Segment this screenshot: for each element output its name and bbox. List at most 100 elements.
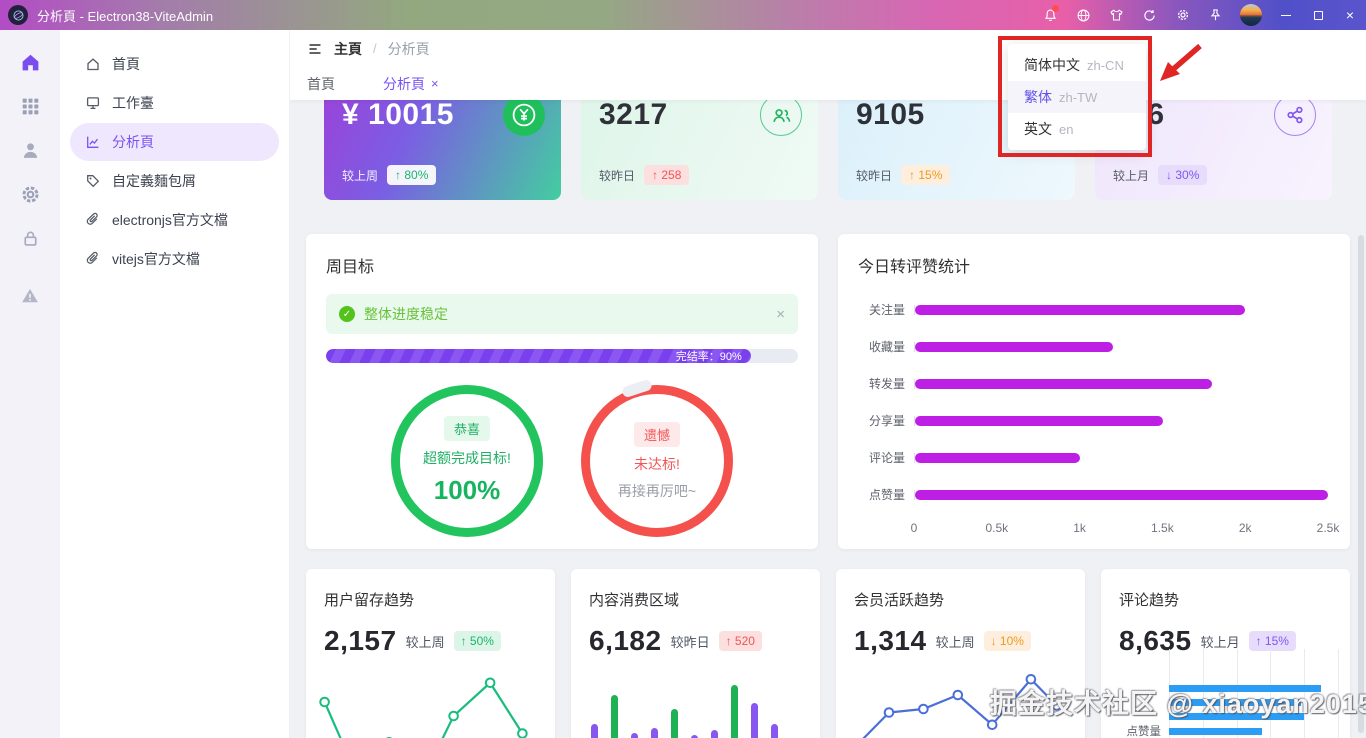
members-line-chart (846, 667, 1075, 738)
rail-settings-gear-icon[interactable] (0, 172, 60, 216)
minimize-button[interactable] (1270, 0, 1302, 30)
breadcrumb-current: 分析頁 (387, 40, 430, 57)
titlebar: 分析頁 - Electron38-ViteAdmin (0, 0, 1366, 30)
annotation-red-arrow (1160, 43, 1202, 81)
stat-value: ¥ 10015 (342, 100, 454, 131)
monitor-icon (86, 97, 100, 110)
ring-badge: 恭喜 (443, 416, 490, 441)
settings-gear-icon[interactable] (1166, 0, 1199, 30)
trend-badge: ↓ 10% (983, 631, 1031, 651)
comments-trend-card: 评论趋势 8,635 较上月 ↑ 15% 点赞量 (1101, 569, 1350, 738)
collapse-menu-icon[interactable] (307, 41, 323, 57)
trend-value: 8,635 (1119, 625, 1192, 656)
trend-badge: ↑ 15% (1248, 631, 1296, 651)
stat-value: 9105 (856, 100, 925, 131)
sidebar-item-analysis[interactable]: 分析頁 (70, 123, 279, 161)
pin-icon[interactable] (1199, 0, 1232, 30)
goal-ring-success: 恭喜 超额完成目标! 100% (391, 385, 543, 537)
home-outline-icon (87, 58, 99, 71)
annotation-red-box (998, 36, 1152, 157)
lang-option-zh-cn[interactable]: 简体中文 zh-CN (1024, 57, 1124, 73)
breadcrumb: 主頁 / 分析頁 (290, 30, 1366, 67)
engagement-bar-chart: 关注量 收藏量 转发量 分享量 评论量 点赞量 0 0.5k 1k 1.5k 2k 2.5k (838, 277, 1350, 537)
refresh-icon[interactable] (1133, 0, 1166, 30)
retention-line-chart (316, 667, 545, 738)
compare-label: 较上周 (935, 634, 975, 650)
sidebar-item-electronjs-docs[interactable]: electronjs官方文檔 (70, 201, 279, 239)
completion-progressbar: 完结率：90% (326, 349, 798, 363)
tag-icon (87, 175, 100, 188)
compare-label: 较上周 (342, 168, 379, 183)
yuan-coin-icon (503, 100, 545, 136)
progress-alert: ✓ 整体进度稳定 × (326, 294, 798, 334)
sidebar-item-home[interactable]: 首頁 (70, 45, 279, 83)
main-area: 主頁 / 分析頁 首頁 分析頁 × ¥ 10015 (290, 30, 1366, 738)
trend-value: 1,314 (854, 625, 927, 656)
bar-row: 转发量 (858, 365, 1328, 402)
vertical-scrollbar[interactable] (1358, 235, 1364, 733)
card-title: 今日转评赞统计 (858, 259, 971, 276)
rail-apps-grid-icon[interactable] (0, 84, 60, 128)
consumption-trend-card: 内容消费区域 6,182 较昨日 ↑ 520 (571, 569, 820, 738)
trend-value: 6,182 (589, 625, 662, 656)
card-title: 用户留存趋势 (324, 592, 415, 609)
card-title: 内容消费区域 (589, 592, 680, 609)
trend-chart-icon (87, 136, 99, 148)
rail-home-icon[interactable] (0, 40, 60, 84)
notification-bell-icon[interactable] (1034, 0, 1067, 30)
card-title: 会员活跃趋势 (854, 592, 945, 609)
tab-bar: 首頁 分析頁 × (290, 67, 1366, 100)
tab-close-icon[interactable]: × (431, 76, 439, 91)
users-icon (760, 100, 802, 136)
ring-gap (621, 378, 653, 399)
sidebar-menu: 首頁 工作臺 分析頁 自定義麵包屑 electronjs官方文檔 vitejs官… (60, 30, 290, 738)
theme-shirt-icon[interactable] (1100, 0, 1133, 30)
tab-home[interactable]: 首頁 (307, 75, 335, 92)
retention-trend-card: 用户留存趋势 2,157 较上周 ↑ 50% (306, 569, 555, 738)
window-title: 分析頁 - Electron38-ViteAdmin (37, 8, 214, 24)
notification-dot (1052, 5, 1059, 12)
lang-option-en[interactable]: 英文 en (1024, 121, 1074, 137)
content-scroll-area: ¥ 10015 较上周 ↑ 80% 3217 较昨日 (290, 100, 1366, 738)
check-circle-icon: ✓ (339, 306, 355, 322)
rail-warning-icon[interactable] (0, 274, 60, 318)
stat-card-revenue: ¥ 10015 较上周 ↑ 80% (324, 100, 561, 200)
bar-row: 点赞量 (858, 476, 1328, 513)
bar-row: 评论量 (858, 439, 1328, 476)
language-dropdown-menu: 简体中文 zh-CN 繁体 zh-TW 英文 en (1008, 44, 1146, 150)
compare-label: 较上月 (1113, 168, 1150, 183)
ring-badge: 遗憾 (633, 421, 680, 447)
compare-label: 较昨日 (599, 168, 636, 183)
stat-card-visitors: 3217 较昨日 ↑ 258 (581, 100, 818, 200)
sidebar-item-workbench[interactable]: 工作臺 (70, 84, 279, 122)
sidebar-item-breadcrumb[interactable]: 自定義麵包屑 (70, 162, 279, 200)
week-goal-card: 周目标 ✓ 整体进度稳定 × 完结率：90% 恭喜 超额 (306, 234, 818, 549)
alert-close-icon[interactable]: × (776, 305, 785, 323)
rail-user-icon[interactable] (0, 128, 60, 172)
sidebar-item-vitejs-docs[interactable]: vitejs官方文檔 (70, 240, 279, 278)
trend-badge: ↑ 50% (453, 631, 501, 651)
breadcrumb-root[interactable]: 主頁 (334, 40, 362, 57)
breadcrumb-separator: / (373, 41, 377, 56)
paperclip-icon (86, 251, 98, 264)
lang-option-zh-tw[interactable]: 繁体 zh-TW (1008, 81, 1146, 113)
user-avatar[interactable] (1240, 4, 1262, 26)
trend-badge: ↑ 258 (644, 165, 690, 185)
members-trend-card: 会员活跃趋势 1,314 较上周 ↓ 10% (836, 569, 1085, 738)
stat-cards-row: ¥ 10015 较上周 ↑ 80% 3217 较昨日 (324, 100, 1332, 200)
compare-label: 较上周 (405, 634, 445, 650)
consumption-bar-chart (591, 674, 791, 738)
trend-badge: ↑ 520 (718, 631, 762, 651)
progress-label: 完结率：90% (675, 351, 742, 363)
close-button[interactable]: × (1345, 7, 1355, 23)
rail-lock-icon[interactable] (0, 216, 60, 260)
tab-analysis[interactable]: 分析頁 × (383, 75, 439, 92)
engagement-chart-card: 今日转评赞统计 关注量 收藏量 转发量 分享量 评论量 点赞量 0 0.5k 1k 1.5k 2k… (838, 234, 1350, 549)
bar-row: 分享量 (858, 402, 1328, 439)
progress-fill: 完结率：90% (326, 349, 751, 363)
language-globe-icon[interactable] (1067, 0, 1100, 30)
watermark-text: 掘金技术社区 @ xiaoyan2015 (990, 689, 1366, 719)
comments-bar-chart: 点赞量 (1117, 649, 1339, 738)
maximize-button[interactable] (1302, 0, 1334, 30)
trend-badge: ↑ 80% (387, 165, 437, 185)
